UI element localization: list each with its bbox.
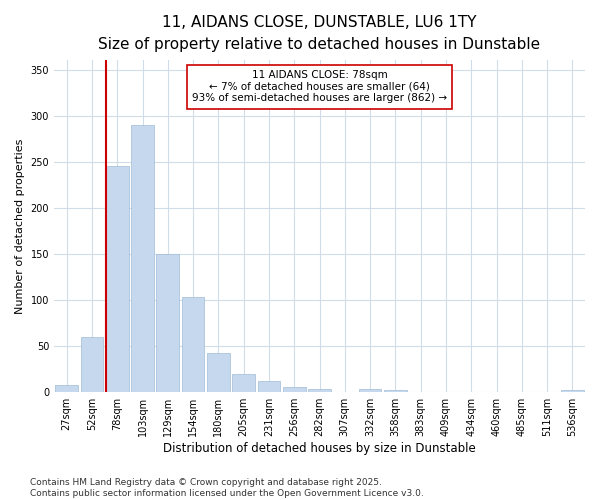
Bar — [384, 390, 407, 392]
Title: 11, AIDANS CLOSE, DUNSTABLE, LU6 1TY
Size of property relative to detached house: 11, AIDANS CLOSE, DUNSTABLE, LU6 1TY Siz… — [98, 15, 541, 52]
Bar — [308, 390, 331, 392]
Bar — [106, 166, 128, 392]
Bar — [55, 385, 78, 392]
Bar — [80, 337, 103, 392]
Text: Contains HM Land Registry data © Crown copyright and database right 2025.
Contai: Contains HM Land Registry data © Crown c… — [30, 478, 424, 498]
Bar — [283, 386, 305, 392]
Bar — [207, 354, 230, 392]
Bar — [257, 381, 280, 392]
Y-axis label: Number of detached properties: Number of detached properties — [15, 138, 25, 314]
Bar — [561, 390, 584, 392]
Bar — [359, 390, 382, 392]
Bar — [157, 254, 179, 392]
Bar — [232, 374, 255, 392]
Text: 11 AIDANS CLOSE: 78sqm
← 7% of detached houses are smaller (64)
93% of semi-deta: 11 AIDANS CLOSE: 78sqm ← 7% of detached … — [192, 70, 447, 104]
X-axis label: Distribution of detached houses by size in Dunstable: Distribution of detached houses by size … — [163, 442, 476, 455]
Bar — [131, 125, 154, 392]
Bar — [182, 297, 205, 392]
